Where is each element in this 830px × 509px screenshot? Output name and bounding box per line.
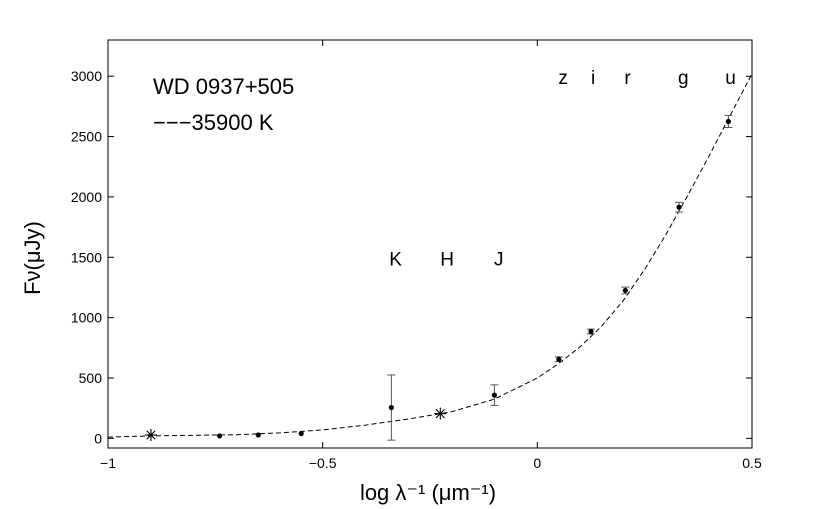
asterisk-stroke — [146, 430, 156, 440]
y-tick-label: 1500 — [71, 249, 102, 265]
band-label-r: r — [624, 68, 631, 89]
data-point — [298, 430, 304, 437]
y-tick-label: 2500 — [71, 129, 102, 145]
asterisk-point — [434, 407, 447, 420]
data-point — [725, 118, 731, 125]
data-point — [588, 328, 594, 335]
x-axis-label: log λ⁻¹ (μm⁻¹) — [360, 480, 496, 505]
band-labels: z i r g u K H J — [389, 68, 736, 270]
y-tick-label: 2000 — [71, 189, 102, 205]
y-tick-label: 500 — [79, 370, 103, 386]
band-label-K: K — [389, 249, 402, 270]
y-tick-label: 3000 — [71, 68, 102, 84]
y-axis-label: Fν(μJy) — [20, 221, 45, 295]
data-point — [255, 432, 261, 438]
y-tick-label: 1000 — [71, 310, 102, 326]
x-tick-label: −0.5 — [309, 455, 337, 471]
band-label-u: u — [725, 68, 736, 89]
asterisk-stroke — [435, 408, 445, 419]
band-label-i: i — [591, 68, 595, 89]
tick-labels: −1 −0.5 0 0.5 0 500 1000 1500 2000 2500 3000 — [71, 68, 762, 471]
tick-marks — [107, 40, 753, 448]
data-points-layer — [144, 114, 733, 441]
data-point — [217, 433, 223, 439]
band-label-z: z — [558, 68, 568, 89]
y-tick-label: 0 — [94, 430, 102, 446]
band-label-H: H — [440, 249, 454, 270]
plot-frame — [107, 39, 753, 449]
x-tick-label: 0.5 — [742, 455, 762, 471]
model-annotation: −−−35900 K — [153, 110, 274, 135]
data-point — [556, 356, 562, 362]
data-point — [491, 392, 497, 398]
axes — [107, 39, 753, 449]
data-point — [622, 287, 628, 294]
object-annotation: WD 0937+505 — [153, 74, 294, 99]
data-point — [676, 204, 682, 210]
x-tick-label: 0 — [533, 455, 541, 471]
asterisk-point — [144, 428, 157, 441]
data-point — [388, 404, 394, 411]
band-label-J: J — [494, 249, 504, 270]
x-tick-label: −1 — [100, 455, 116, 471]
band-label-g: g — [678, 68, 689, 89]
